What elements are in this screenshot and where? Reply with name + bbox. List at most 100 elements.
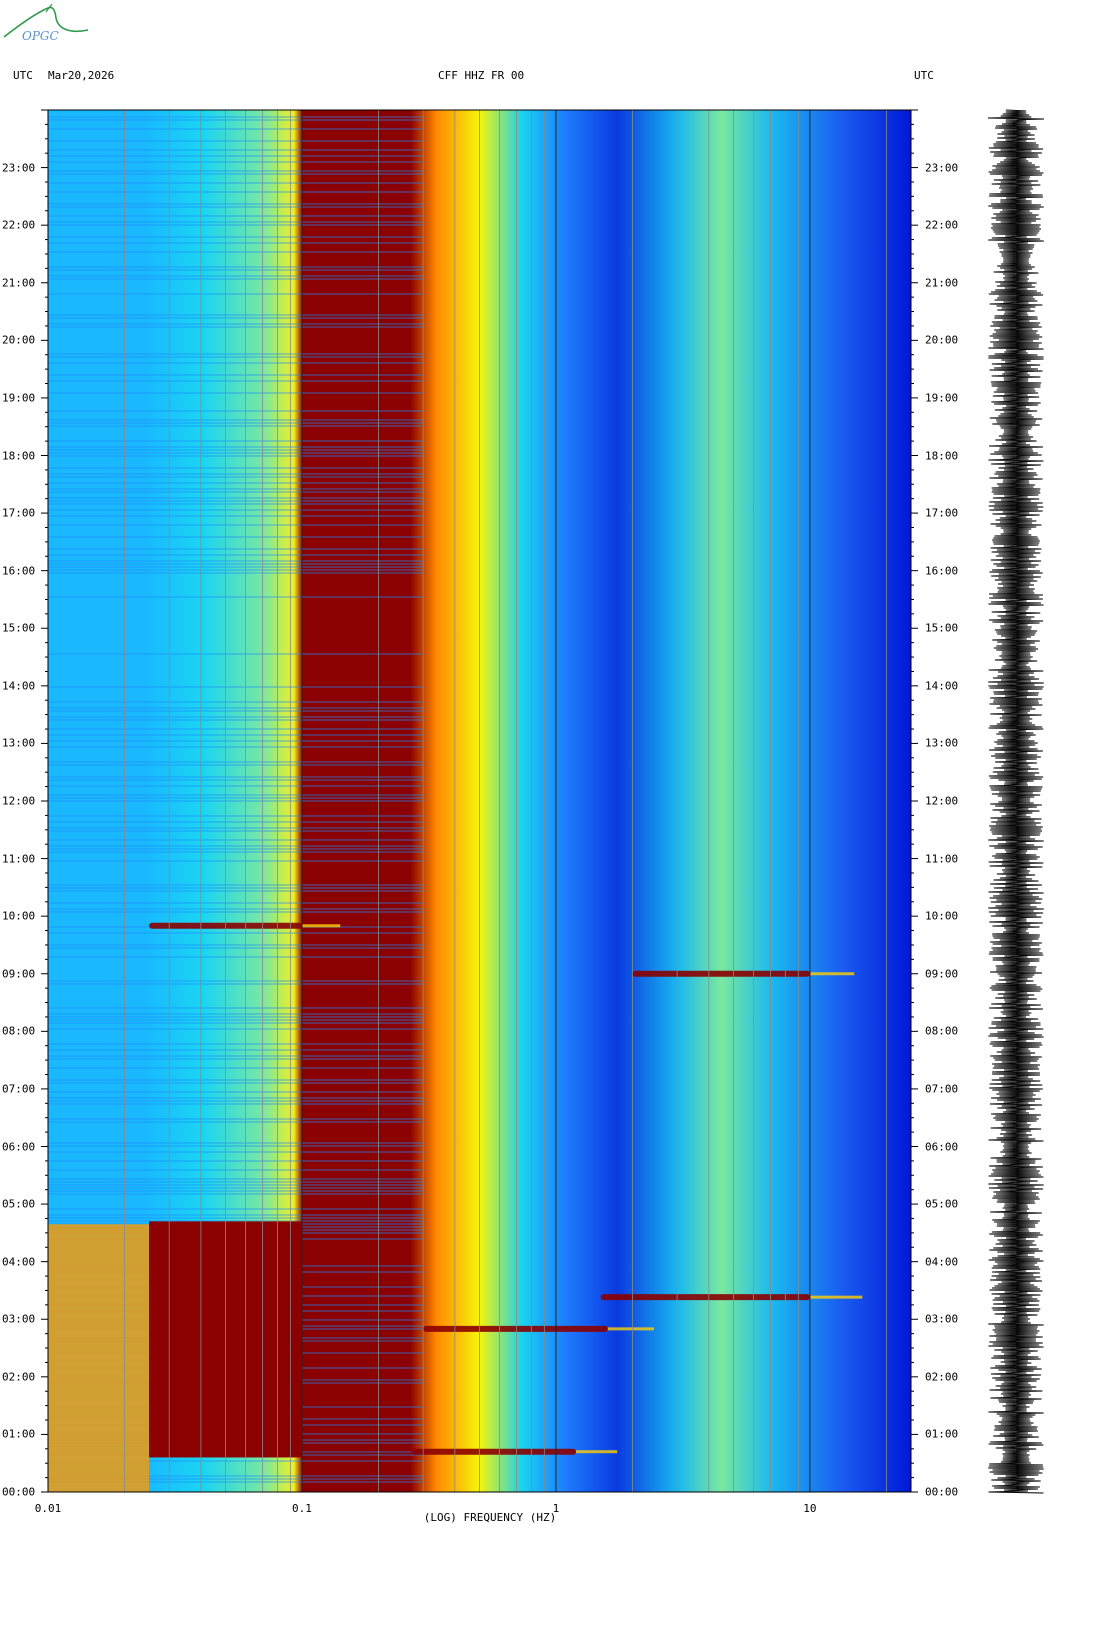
y-tick-label-left: 15:00 bbox=[2, 621, 36, 635]
y-tick-label-right: 07:00 bbox=[925, 1082, 959, 1096]
spectral-band bbox=[48, 851, 424, 853]
spectral-band bbox=[48, 1007, 424, 1009]
event-tail bbox=[576, 1450, 618, 1454]
spectral-band bbox=[48, 161, 424, 163]
spectral-band bbox=[48, 362, 424, 364]
spectral-band bbox=[48, 776, 424, 778]
spectral-band bbox=[48, 884, 424, 886]
spectral-band bbox=[48, 380, 424, 382]
spectral-band bbox=[48, 1184, 424, 1186]
spectral-band bbox=[48, 488, 424, 490]
spectral-band bbox=[48, 554, 424, 556]
spectral-band bbox=[48, 455, 424, 457]
spectral-band bbox=[48, 317, 424, 319]
y-tick-label-right: 10:00 bbox=[925, 909, 959, 923]
y-tick-label-left: 10:00 bbox=[2, 909, 36, 923]
spectral-band bbox=[48, 821, 424, 823]
spectral-band bbox=[48, 1217, 424, 1219]
spectral-band bbox=[48, 1145, 424, 1147]
spectral-band bbox=[48, 1187, 424, 1189]
spectral-band bbox=[48, 191, 424, 193]
spectral-band bbox=[48, 911, 424, 913]
spectral-band bbox=[48, 827, 424, 829]
spectral-band bbox=[48, 203, 424, 205]
spectral-band bbox=[48, 1028, 424, 1030]
spectral-band bbox=[48, 173, 424, 175]
spectral-band bbox=[48, 1103, 424, 1105]
spectral-band bbox=[48, 794, 424, 796]
spectral-band bbox=[48, 761, 424, 763]
spectral-band bbox=[48, 1043, 424, 1045]
spectral-band bbox=[48, 746, 424, 748]
spectral-band bbox=[48, 269, 424, 271]
y-tick-label-left: 18:00 bbox=[2, 449, 36, 462]
spectral-band bbox=[48, 686, 424, 688]
spectral-band bbox=[48, 452, 424, 454]
spectral-band bbox=[48, 734, 424, 736]
y-tick-label-right: 23:00 bbox=[925, 161, 959, 175]
spectral-band bbox=[48, 119, 424, 121]
spectral-band bbox=[48, 764, 424, 766]
spectral-band bbox=[48, 815, 424, 817]
x-tick-label: 0.01 bbox=[34, 1502, 62, 1515]
y-tick-label-right: 22:00 bbox=[925, 218, 959, 232]
y-tick-label-right: 15:00 bbox=[925, 621, 959, 635]
spectral-band bbox=[48, 1181, 424, 1183]
spectral-band bbox=[48, 1142, 424, 1144]
spectral-band bbox=[48, 1022, 424, 1024]
spectral-band bbox=[48, 149, 424, 151]
y-tick-label-right: 05:00 bbox=[925, 1197, 959, 1211]
y-tick-label-right: 06:00 bbox=[925, 1140, 959, 1153]
station-label: CFF HHZ FR 00 bbox=[438, 69, 525, 82]
spectral-band bbox=[48, 1079, 424, 1081]
spectral-band bbox=[48, 356, 424, 358]
spectral-band bbox=[48, 221, 424, 223]
y-tick-label-left: 05:00 bbox=[2, 1197, 36, 1211]
spectral-band bbox=[48, 1169, 424, 1171]
right-timezone: UTC bbox=[914, 69, 934, 82]
spectral-band bbox=[48, 944, 424, 946]
spectral-band bbox=[48, 548, 424, 550]
spectral-band bbox=[48, 1151, 424, 1153]
spectral-band bbox=[48, 560, 424, 562]
y-tick-label-right: 21:00 bbox=[925, 276, 959, 290]
spectral-band bbox=[48, 500, 424, 502]
spectral-band bbox=[48, 1475, 424, 1477]
spectral-band bbox=[48, 278, 424, 280]
y-tick-label-left: 14:00 bbox=[2, 679, 36, 693]
spectral-band bbox=[48, 242, 424, 244]
spectral-band bbox=[48, 569, 424, 571]
spectral-band bbox=[48, 956, 424, 958]
spectral-band bbox=[48, 509, 424, 511]
spectral-band bbox=[48, 830, 424, 832]
spectral-band bbox=[48, 128, 424, 130]
spectral-band bbox=[48, 236, 424, 238]
spectral-band bbox=[48, 710, 424, 712]
spectral-band bbox=[48, 908, 424, 910]
spectral-band bbox=[48, 947, 424, 949]
spectral-band bbox=[48, 707, 424, 709]
spectral-band bbox=[48, 653, 424, 655]
spectral-band bbox=[48, 563, 424, 565]
spectral-band bbox=[48, 482, 424, 484]
spectral-band bbox=[48, 473, 424, 475]
y-tick-label-right: 18:00 bbox=[925, 449, 959, 462]
y-tick-label-left: 06:00 bbox=[2, 1140, 36, 1153]
spectral-band bbox=[48, 887, 424, 889]
spectral-band bbox=[48, 323, 424, 325]
y-tick-label-left: 19:00 bbox=[2, 391, 36, 405]
spectral-band bbox=[48, 275, 424, 277]
event-tail bbox=[607, 1327, 654, 1331]
spectral-band bbox=[48, 1478, 424, 1480]
y-tick-label-left: 04:00 bbox=[2, 1255, 36, 1269]
spectral-band bbox=[48, 446, 424, 448]
spectral-band bbox=[48, 170, 424, 172]
spectral-band bbox=[48, 728, 424, 730]
spectral-band bbox=[48, 314, 424, 316]
y-tick-label-left: 17:00 bbox=[2, 506, 36, 520]
event-tail bbox=[809, 1295, 863, 1299]
svg-text:OPGC: OPGC bbox=[22, 29, 59, 43]
spectral-band bbox=[48, 503, 424, 505]
spectral-band bbox=[48, 566, 424, 568]
